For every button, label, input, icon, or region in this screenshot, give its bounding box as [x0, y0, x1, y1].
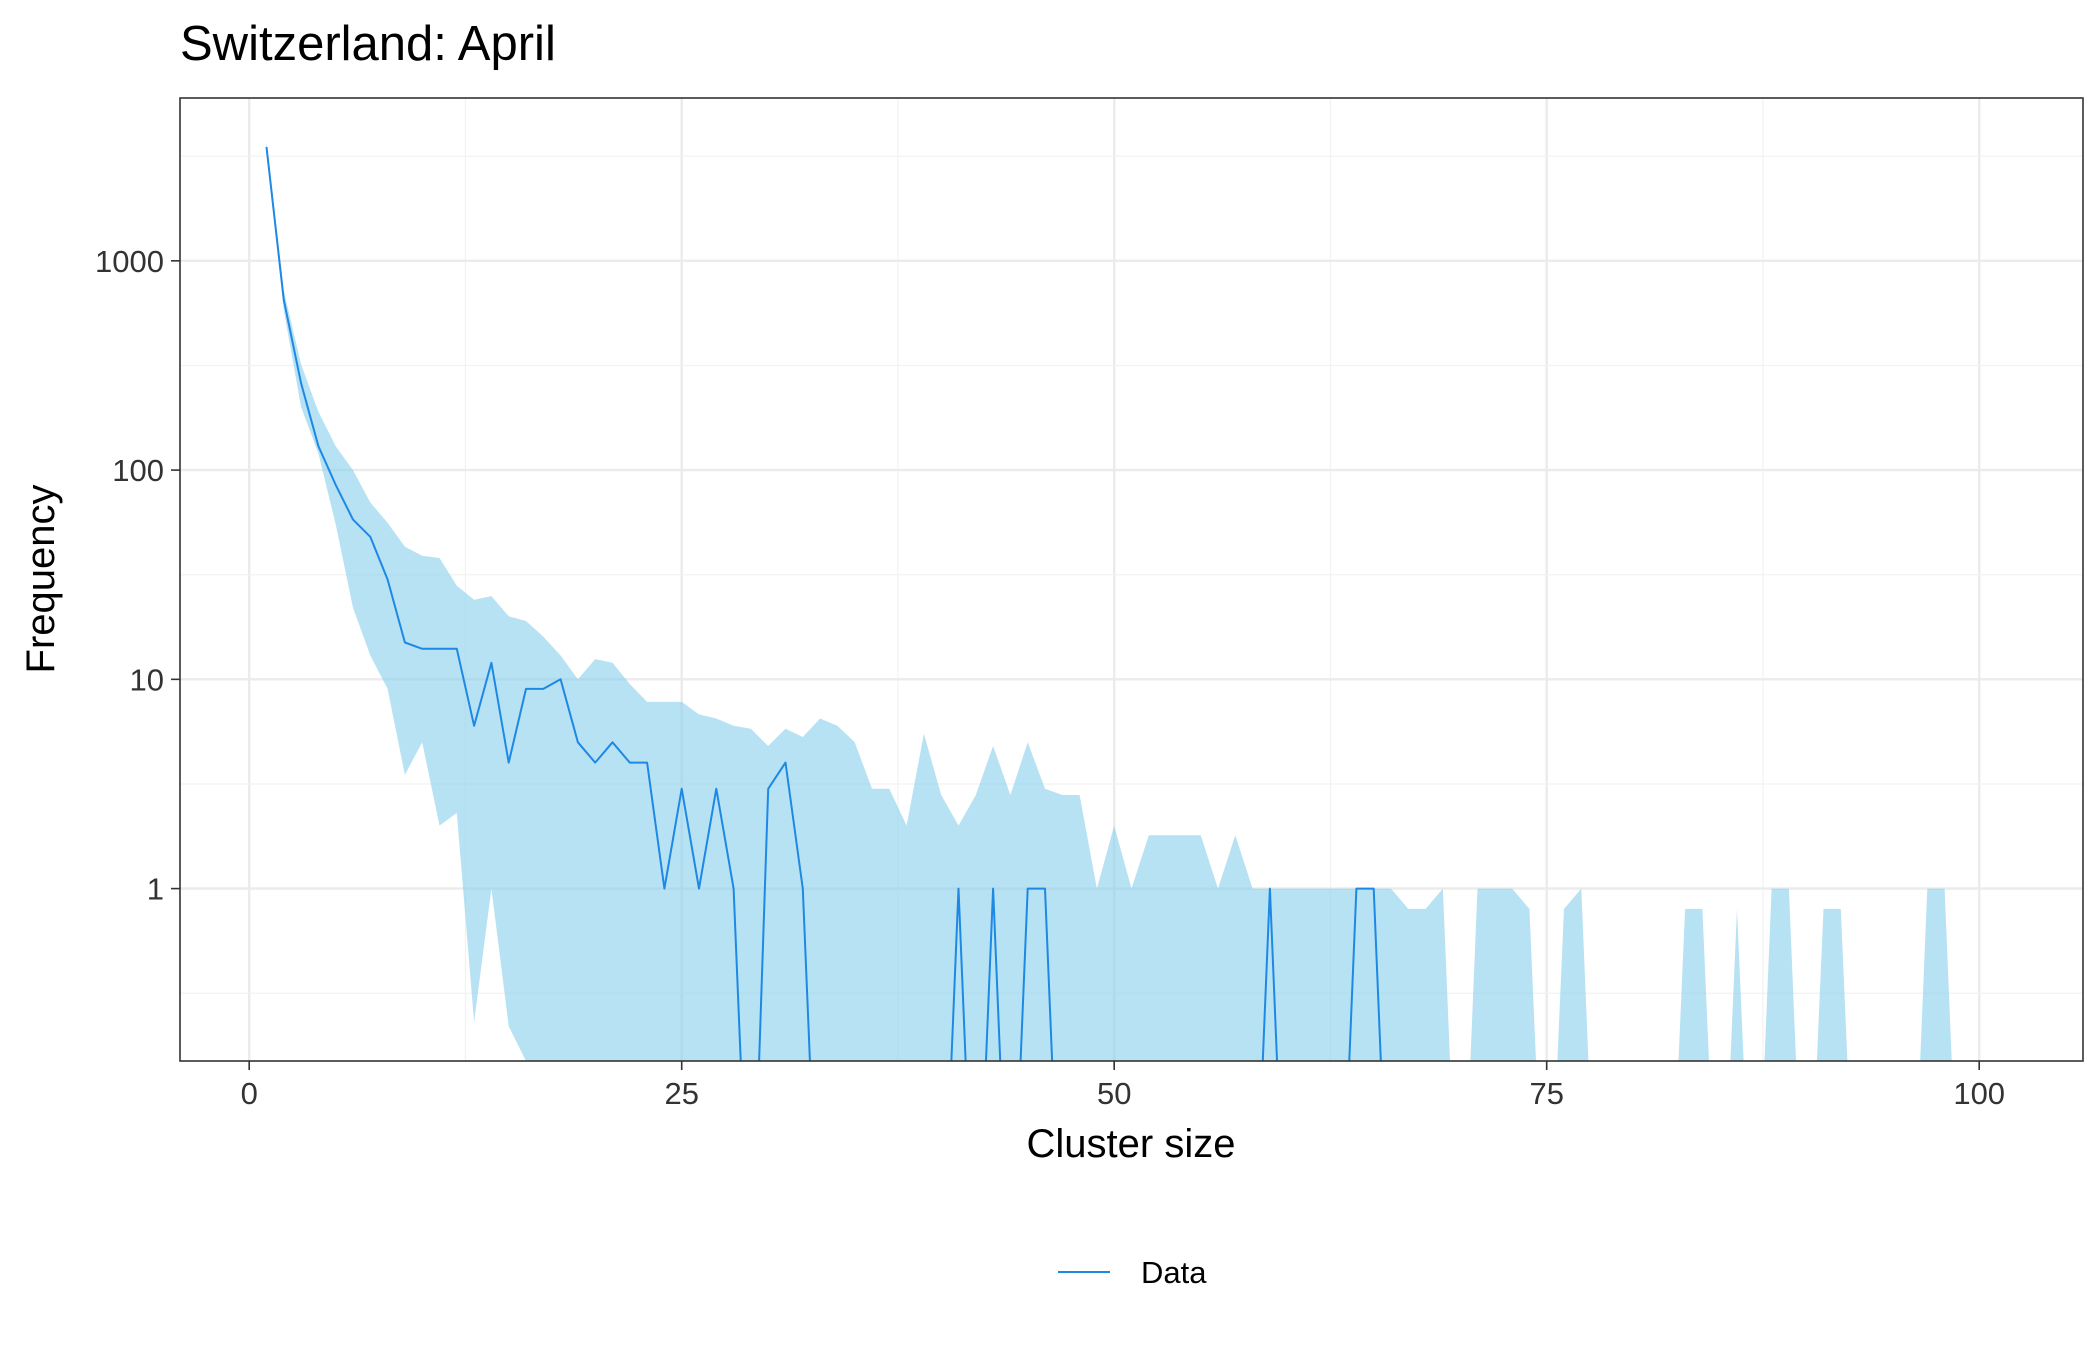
- x-tick-label: 100: [1953, 1076, 2005, 1111]
- plot-panel-border: [179, 97, 2084, 1062]
- x-tick-label: 75: [1529, 1076, 1563, 1111]
- y-tick-label: 10: [130, 662, 164, 697]
- y-tick-label: 1: [147, 872, 164, 907]
- y-axis-label: Frequency: [19, 485, 63, 674]
- x-tick-label: 25: [664, 1076, 698, 1111]
- legend-label-data: Data: [1141, 1255, 1207, 1290]
- y-tick-label: 100: [112, 453, 164, 488]
- x-tick-label: 0: [241, 1076, 258, 1111]
- x-axis-label: Cluster size: [1027, 1122, 1236, 1166]
- chart-title: Switzerland: April: [180, 17, 556, 71]
- data-range-band: [266, 141, 1952, 1061]
- series-line-data: [265, 146, 1382, 1061]
- legend: Data: [1058, 1255, 1207, 1290]
- y-tick-label: 1000: [95, 244, 164, 279]
- axis-ticks: 0 25 50 75 100 1 10 100 1000: [95, 244, 2005, 1111]
- x-tick-label: 50: [1097, 1076, 1131, 1111]
